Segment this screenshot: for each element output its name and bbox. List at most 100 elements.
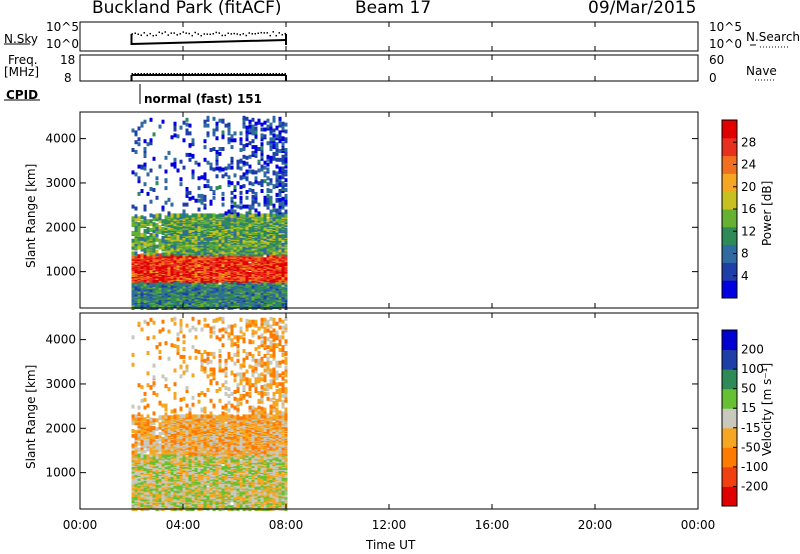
- heatmap-cell: [230, 214, 234, 219]
- nsearch-point: [179, 32, 181, 35]
- heatmap-cell: [215, 278, 219, 283]
- heatmap-cell: [155, 244, 159, 249]
- heatmap-cell: [131, 204, 135, 209]
- heatmap-cell: [266, 300, 270, 305]
- heatmap-cell: [269, 248, 273, 253]
- heatmap-cell: [161, 238, 165, 243]
- heatmap-cell: [137, 261, 141, 266]
- heatmap-cell: [260, 146, 264, 151]
- heatmap-cell: [275, 233, 279, 238]
- power-heatmap-cells: [131, 115, 288, 310]
- heatmap-cell: [140, 292, 144, 297]
- heatmap-cell: [227, 270, 231, 275]
- heatmap-cell: [131, 404, 135, 409]
- nave-point: [179, 73, 181, 75]
- heatmap-cell: [152, 281, 156, 286]
- heatmap-cell: [191, 169, 195, 174]
- heatmap-cell: [284, 183, 288, 188]
- heatmap-cell: [266, 118, 270, 123]
- heatmap-cell: [254, 276, 258, 281]
- cpid-label: CPID: [6, 88, 39, 102]
- heatmap-cell: [143, 391, 147, 396]
- nave-point: [254, 73, 256, 75]
- heatmap-cell: [146, 431, 150, 436]
- heatmap-cell: [158, 253, 162, 258]
- heatmap-cell: [245, 155, 249, 160]
- heatmap-cell: [236, 270, 240, 275]
- heatmap-cell: [134, 445, 138, 450]
- heatmap-cell: [140, 189, 144, 193]
- heatmap-cell: [161, 264, 165, 269]
- heatmap-cell: [233, 185, 237, 190]
- nave-point: [206, 73, 208, 75]
- heatmap-cell: [242, 214, 246, 219]
- heatmap-cell: [251, 201, 255, 206]
- y-tick-label: 4000: [45, 132, 76, 146]
- heatmap-cell: [143, 232, 147, 237]
- heatmap-cell: [143, 204, 147, 209]
- heatmap-cell: [197, 298, 201, 303]
- heatmap-cell: [140, 265, 144, 270]
- heatmap-cell: [134, 419, 138, 424]
- heatmap-cell: [233, 209, 237, 214]
- heatmap-cell: [266, 203, 270, 208]
- heatmap-cell: [149, 385, 153, 390]
- heatmap-cell: [191, 255, 195, 260]
- heatmap-cell: [173, 133, 177, 138]
- heatmap-cell: [155, 227, 159, 231]
- heatmap-cell: [266, 256, 270, 261]
- heatmap-cell: [155, 434, 159, 439]
- y-tick-label: 1000: [45, 265, 76, 279]
- heatmap-cell: [158, 241, 162, 246]
- heatmap-cell: [227, 140, 231, 145]
- heatmap-cell: [278, 197, 282, 202]
- heatmap-cell: [281, 253, 285, 258]
- nave-point: [218, 73, 220, 75]
- heatmap-cell: [158, 230, 162, 234]
- heatmap-cell: [239, 175, 243, 180]
- heatmap-cell: [233, 232, 237, 237]
- heatmap-cell: [260, 142, 264, 147]
- nave-point: [224, 73, 226, 75]
- heatmap-cell: [278, 192, 282, 197]
- heatmap-cell: [161, 283, 165, 288]
- heatmap-cell: [182, 202, 186, 207]
- heatmap-cell: [266, 218, 270, 223]
- heatmap-cell: [170, 296, 174, 301]
- heatmap-cell: [152, 411, 156, 416]
- nsearch-point: [137, 33, 139, 36]
- nave-point: [176, 73, 178, 75]
- nsearch-point: [239, 34, 241, 36]
- heatmap-cell: [149, 228, 153, 232]
- heatmap-cell: [140, 450, 144, 455]
- heatmap-cell: [275, 151, 279, 156]
- heatmap-cell: [254, 121, 258, 126]
- heatmap-cell: [245, 226, 249, 231]
- heatmap-cell: [146, 371, 150, 376]
- heatmap-cell: [185, 131, 189, 136]
- heatmap-cell: [149, 317, 153, 322]
- heatmap-cell: [149, 187, 153, 191]
- nsearch-point: [158, 31, 160, 34]
- heatmap-cell: [137, 164, 141, 169]
- heatmap-cell: [134, 435, 138, 440]
- heatmap-cell: [131, 292, 135, 297]
- heatmap-cell: [254, 130, 258, 135]
- heatmap-cell: [194, 257, 198, 262]
- heatmap-cell: [272, 208, 276, 213]
- heatmap-cell: [245, 261, 249, 266]
- heatmap-cell: [263, 257, 267, 262]
- heatmap-cell: [245, 276, 249, 281]
- heatmap-cell: [224, 225, 228, 230]
- heatmap-cell: [272, 170, 276, 175]
- nsearch-point: [191, 34, 193, 37]
- heatmap-cell: [155, 427, 159, 432]
- heatmap-cell: [227, 213, 231, 218]
- heatmap-cell: [170, 224, 174, 229]
- heatmap-cell: [182, 213, 186, 218]
- heatmap-cell: [140, 483, 144, 488]
- heatmap-cell: [233, 228, 237, 232]
- heatmap-cell: [146, 227, 150, 231]
- heatmap-cell: [215, 303, 219, 308]
- heatmap-cell: [278, 157, 282, 162]
